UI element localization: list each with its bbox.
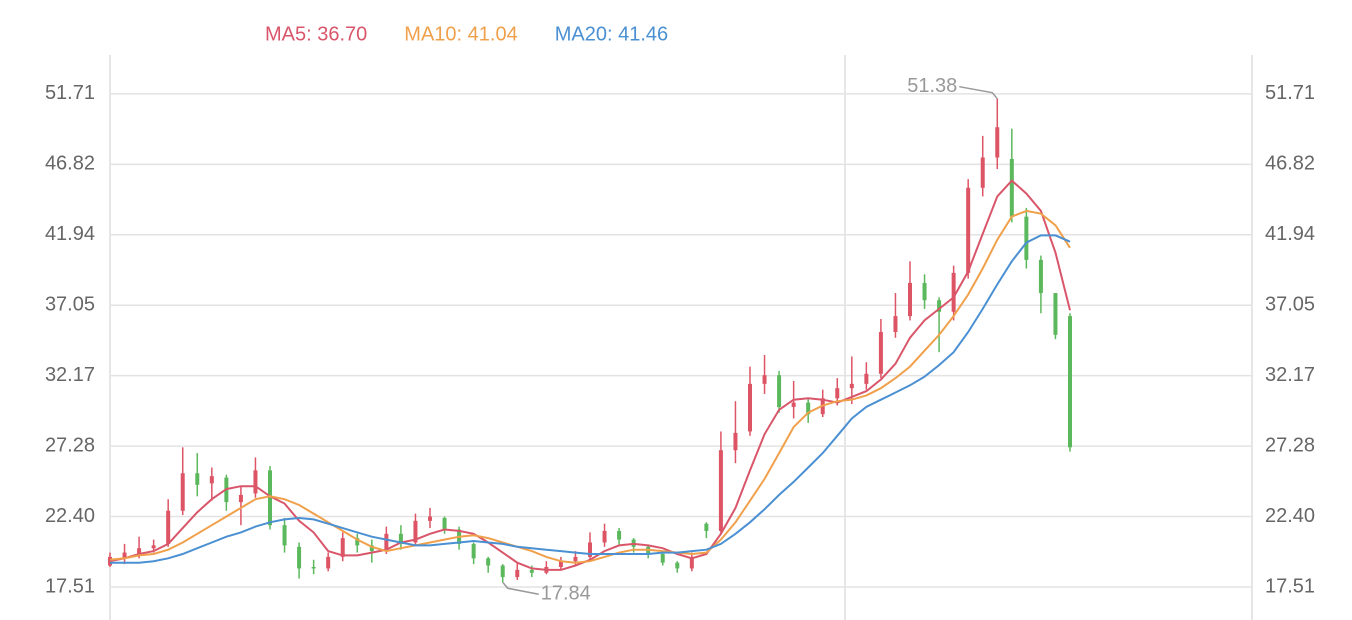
candle-body [849,383,854,389]
candle-body [777,375,782,407]
y-tick-label: 27.28 [45,434,95,456]
candle-body [326,556,331,569]
candle-body [922,282,927,301]
candle-body [500,565,505,578]
candle-body [108,556,112,566]
candle-body [369,545,374,552]
candle-body [340,538,345,557]
candle-body [398,533,403,544]
candle-body [1068,316,1072,448]
max-pointer [959,85,998,100]
candle-body [195,473,200,485]
candle-body [675,562,680,569]
min-label: 17.84 [541,583,591,605]
y-tick-label: 32.17 [45,364,95,386]
candle-body [442,517,447,530]
candle-body [486,558,491,566]
candle-body [893,316,898,332]
candle-body [689,556,694,569]
candle-body [980,157,985,188]
y-tick-label: 22.40 [45,505,95,527]
candle-body [137,548,142,555]
candle-body [588,542,592,557]
candle-body [908,282,912,317]
candle-body [762,375,767,384]
min-pointer [502,581,539,596]
candle-body [966,187,971,273]
candle-body [209,476,214,484]
y-tick-label: 37.05 [45,294,95,316]
y-tick-label: 46.82 [45,153,95,175]
candle-body [937,300,942,312]
y-tick-label-right: 17.51 [1265,575,1315,597]
candle-body [1009,158,1014,217]
candle-body [718,450,723,531]
candle-body [806,402,811,415]
candle-body [428,516,432,521]
ma-line [110,234,1071,564]
candle-body [253,470,258,494]
candle-body [1053,293,1058,335]
y-tick-label: 41.94 [45,223,95,245]
candle-body [878,331,883,374]
candle-body [704,523,709,531]
candle-body [166,510,171,544]
candle-body [238,494,243,503]
candle-body [733,432,738,451]
y-tick-label-right: 51.71 [1265,82,1315,104]
candle-body [471,543,476,559]
candle-body [558,561,563,567]
candle-body [951,272,956,312]
candle-body [864,373,869,384]
legend-entry: MA5: 36.70 [265,23,367,45]
y-tick-label-right: 37.05 [1265,294,1315,316]
candle-body [384,533,389,552]
candle-body [835,388,840,399]
candle-body [268,470,272,526]
candle-body [660,554,665,563]
y-tick-label-right: 46.82 [1265,153,1315,175]
candle-body [573,556,578,562]
candle-body [617,530,622,540]
candle-body [180,473,185,511]
candle-body [311,566,316,569]
y-tick-label-right: 41.94 [1265,223,1315,245]
candle-body [297,546,302,569]
y-tick-label-right: 22.40 [1265,505,1315,527]
candle-body [282,525,287,546]
y-tick-label-right: 27.28 [1265,434,1315,456]
candle-body [995,127,1000,158]
candle-body [748,383,752,432]
candle-body [355,538,360,546]
max-label: 51.38 [907,75,957,97]
candle-body [1024,216,1029,260]
candle-body [122,552,127,559]
candle-body [529,569,534,573]
candle-body [413,520,418,543]
ma-line [109,209,1071,564]
y-tick-label-right: 32.17 [1265,364,1315,386]
candle-body [791,402,796,407]
y-tick-label: 17.51 [45,575,95,597]
y-tick-label: 51.71 [45,82,95,104]
legend-entry: MA10: 41.04 [404,23,517,45]
candle-body [602,530,607,543]
candle-body [151,545,156,549]
legend: MA5: 36.70 MA10: 41.04 MA20: 41.46 [265,23,668,45]
legend-entry: MA20: 41.46 [555,23,668,45]
candle-body [515,569,520,578]
candle-body [1038,259,1043,294]
